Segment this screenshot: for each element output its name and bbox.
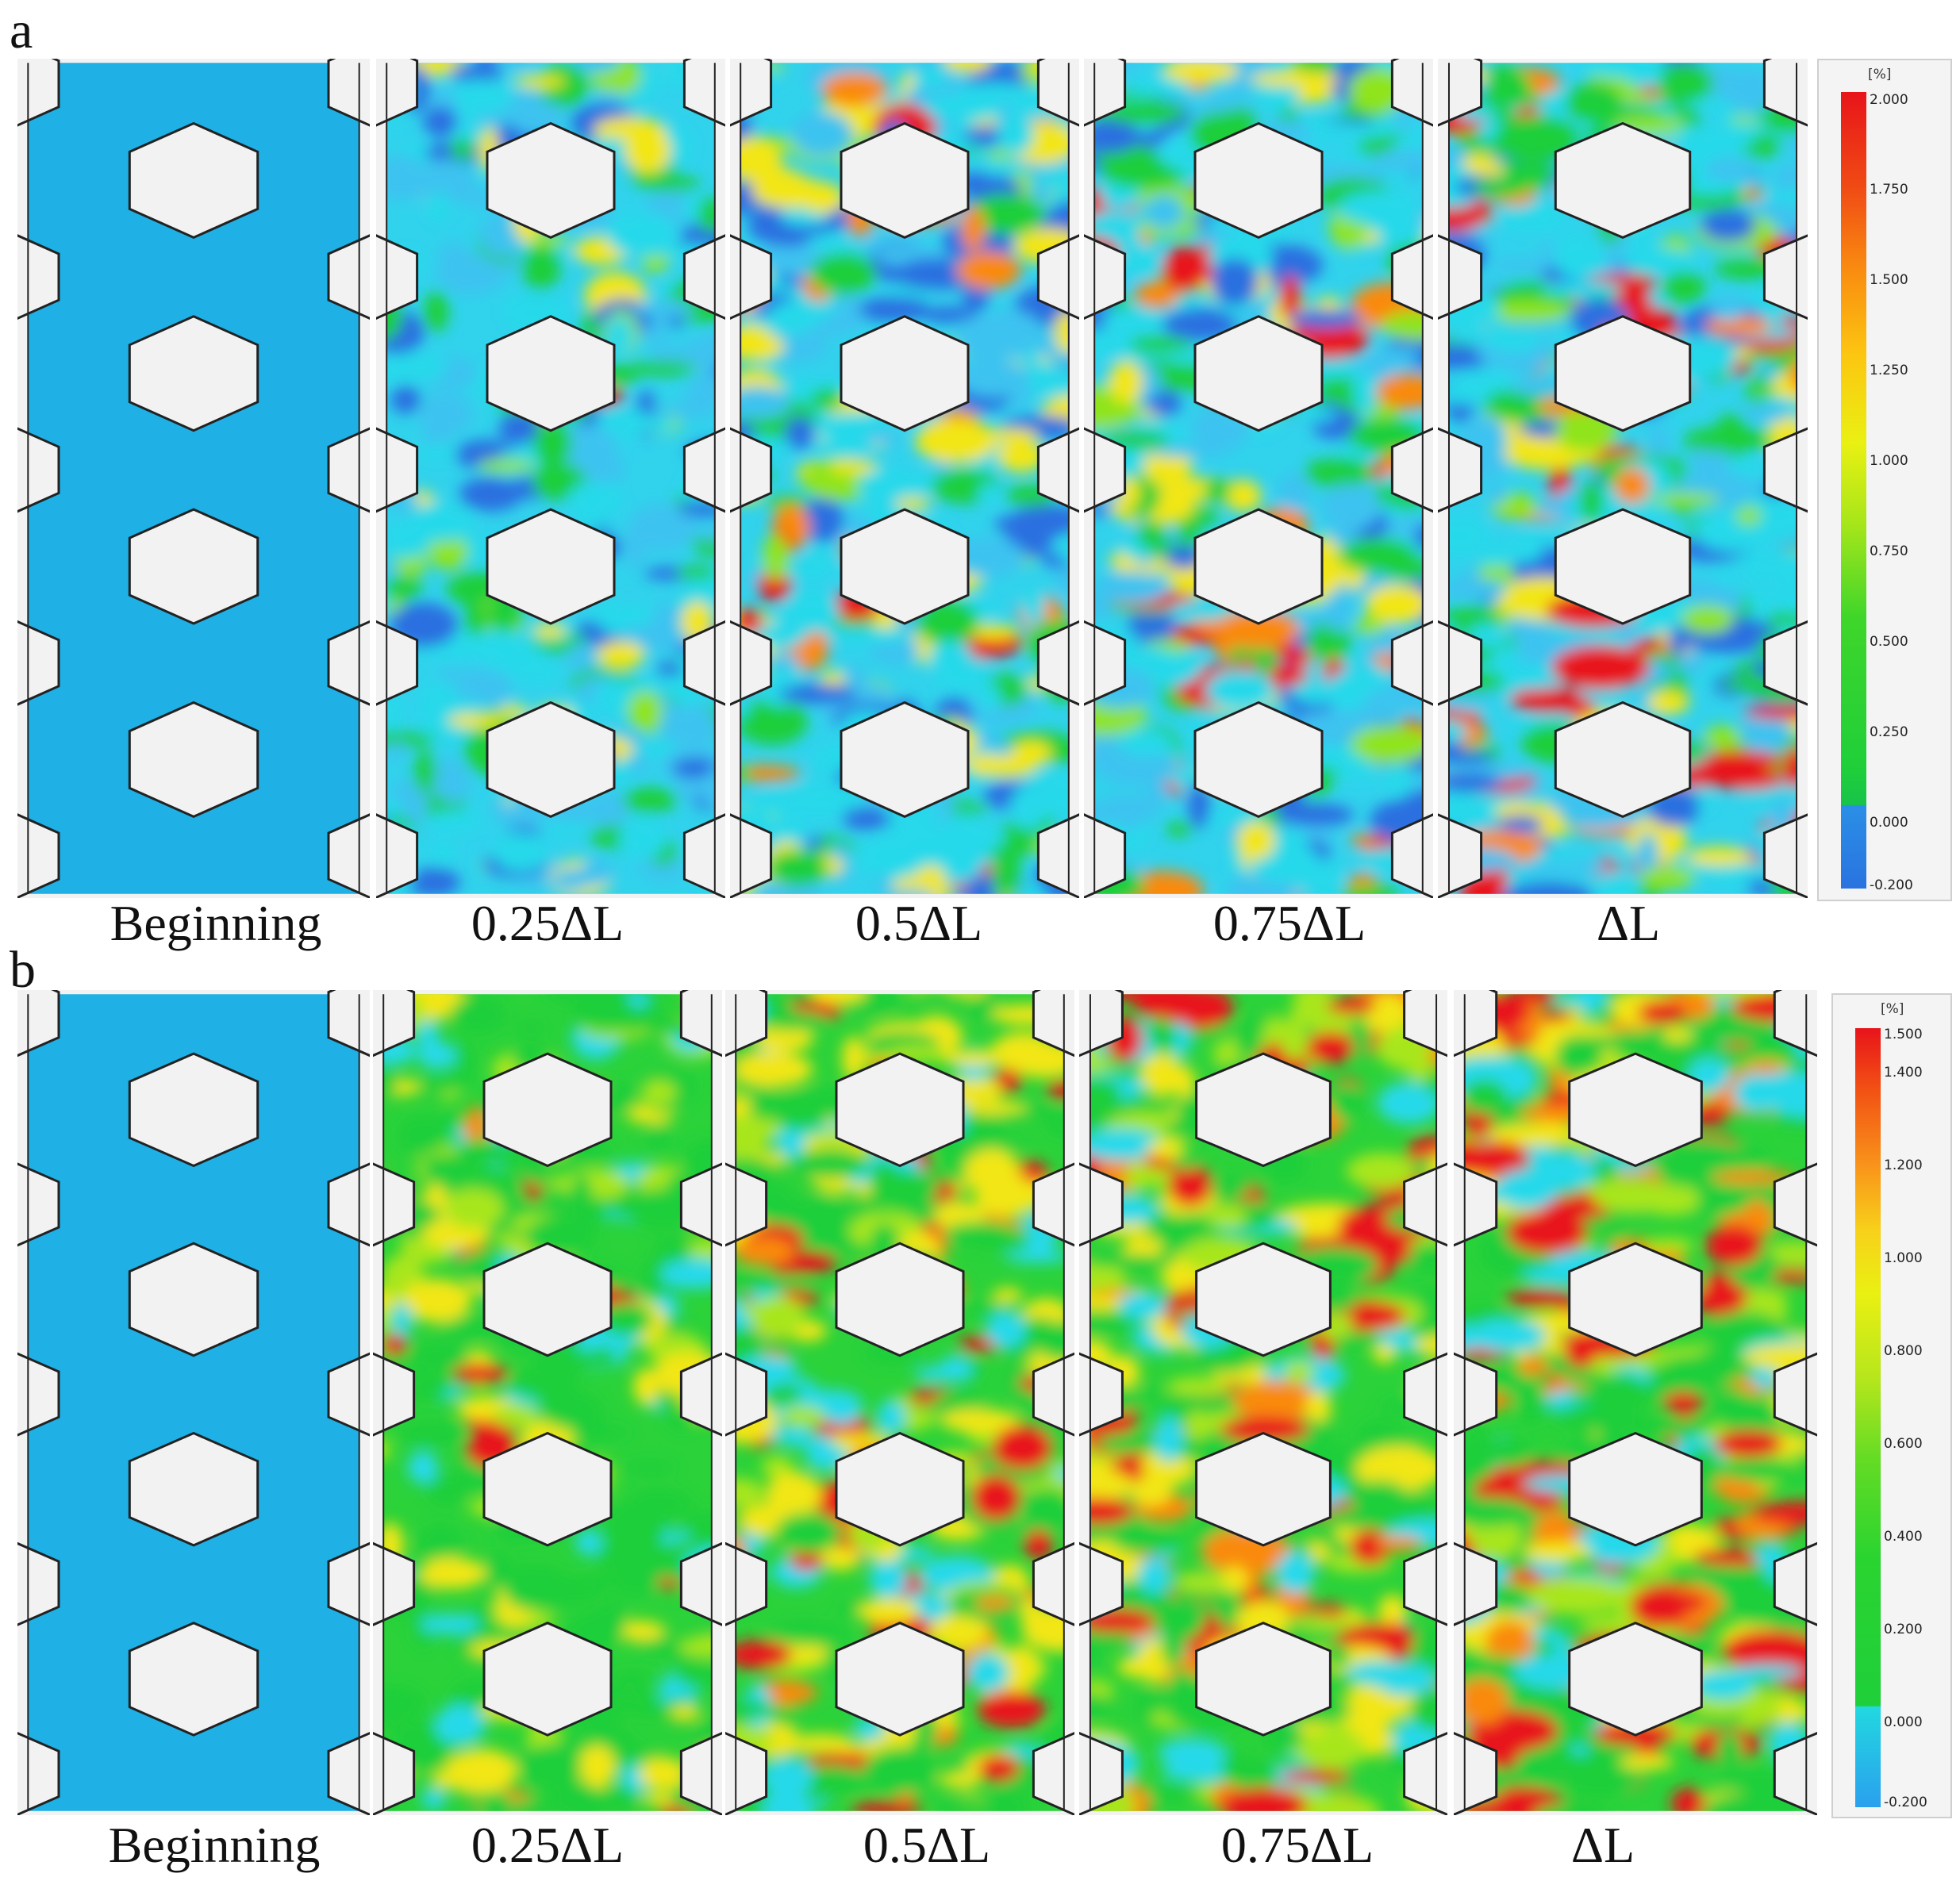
hexagonal-hole [1568, 1622, 1703, 1737]
hexagonal-hole [482, 1431, 613, 1547]
hexagonal-hole [128, 315, 259, 432]
hexagonal-hole [1554, 701, 1692, 819]
panel-b-frame-0.25dl [373, 990, 722, 1815]
specimen-strip [17, 990, 370, 1815]
specimen-strip [1454, 990, 1817, 1815]
hexagonal-hole [1568, 1052, 1703, 1168]
hexagonal-hole [128, 121, 259, 240]
panel-a-tick-0: 2.000 [1870, 92, 1908, 108]
panel-a-tick-6: 0.500 [1870, 634, 1908, 650]
hexagonal-hole [1195, 1431, 1332, 1547]
hexagonal-hole [1568, 1242, 1703, 1357]
panel-a-frame-0.5dl [730, 59, 1079, 898]
panel-b-caption-0.25dl: 0.25ΔL [471, 1817, 625, 1873]
panel-a-frame-0.25dl [376, 59, 725, 898]
panel-a-colorbar-gradient [1841, 92, 1866, 889]
panel-a-caption-0.25dl: 0.25ΔL [471, 895, 625, 951]
panel-a-tick-9: -0.200 [1870, 877, 1913, 893]
hexagonal-hole [840, 315, 970, 432]
specimen-strip [17, 59, 370, 898]
panel-a-tick-1: 1.750 [1870, 182, 1908, 198]
panel-a-frame-dl [1438, 59, 1808, 898]
specimen-strip [373, 990, 722, 1815]
panel-a-caption-beginning: Beginning [110, 895, 322, 951]
panel-b-tick-9: -0.200 [1884, 1795, 1927, 1810]
panel-b-tick-8: 0.000 [1884, 1714, 1923, 1730]
panel-b-colorbar: [%] 1.500 1.400 1.200 1.000 0.800 0.600 … [1831, 993, 1952, 1818]
panel-a-tick-8: 0.000 [1870, 815, 1908, 831]
hexagonal-hole [1193, 508, 1324, 625]
panel-b-tick-2: 1.200 [1884, 1157, 1923, 1173]
panel-a-tick-2: 1.500 [1870, 272, 1908, 288]
hexagonal-hole [840, 508, 970, 625]
panel-a-colorbar: [%] 2.000 1.750 1.500 1.250 1.000 0.750 … [1817, 59, 1952, 901]
hexagonal-hole [482, 1242, 613, 1357]
panel-a-caption-0.75dl: 0.75ΔL [1213, 895, 1366, 951]
panel-a-caption-0.5dl: 0.5ΔL [855, 895, 983, 951]
hexagonal-hole [128, 1242, 259, 1357]
panel-b-caption-0.5dl: 0.5ΔL [863, 1817, 991, 1873]
specimen-strip [376, 59, 725, 898]
hexagonal-hole [1193, 701, 1324, 819]
panel-b-tick-6: 0.400 [1884, 1529, 1923, 1545]
hexagonal-hole [1193, 121, 1324, 240]
hexagonal-hole [128, 508, 259, 625]
panel-a-frame-beginning [17, 59, 370, 898]
specimen-strip [1079, 990, 1447, 1815]
panel-a-frame-0.75dl [1084, 59, 1433, 898]
panel-a-tick-4: 1.000 [1870, 453, 1908, 469]
hexagonal-hole [835, 1431, 965, 1547]
panel-b-colorbar-unit: [%] [1881, 1001, 1904, 1017]
hexagonal-hole [835, 1622, 965, 1737]
panel-b-caption-beginning: Beginning [108, 1817, 321, 1873]
panel-b-tick-7: 0.200 [1884, 1622, 1923, 1637]
panel-b-tick-5: 0.600 [1884, 1436, 1923, 1452]
panel-a-tick-5: 0.750 [1870, 543, 1908, 559]
hexagonal-hole [128, 701, 259, 819]
hexagonal-hole [840, 701, 970, 819]
hexagonal-hole [840, 121, 970, 240]
specimen-strip [1084, 59, 1433, 898]
panel-b-frame-0.5dl [725, 990, 1074, 1815]
hexagonal-hole [482, 1052, 613, 1168]
panel-a-caption-dl: ΔL [1596, 895, 1661, 951]
specimen-strip [725, 990, 1074, 1815]
hexagonal-hole [835, 1052, 965, 1168]
hexagonal-hole [128, 1431, 259, 1547]
hexagonal-hole [1554, 315, 1692, 432]
panel-b-frame-dl [1454, 990, 1817, 1815]
hexagonal-hole [1554, 508, 1692, 625]
hexagonal-hole [1193, 315, 1324, 432]
hexagonal-hole [486, 508, 616, 625]
hexagonal-hole [486, 701, 616, 819]
panel-b-tick-3: 1.000 [1884, 1250, 1923, 1266]
panel-a-letter: a [10, 2, 33, 60]
panel-b-colorbar-gradient [1855, 1028, 1881, 1807]
hexagonal-hole [835, 1242, 965, 1357]
panel-a-colorbar-unit: [%] [1868, 67, 1892, 83]
hexagonal-hole [482, 1622, 613, 1737]
panel-b-frame-beginning [17, 990, 370, 1815]
hexagonal-hole [128, 1052, 259, 1168]
hexagonal-hole [1195, 1242, 1332, 1357]
panel-b-tick-0: 1.500 [1884, 1027, 1923, 1042]
hexagonal-hole [1195, 1622, 1332, 1737]
specimen-strip [1438, 59, 1808, 898]
panel-b-frame-0.75dl [1079, 990, 1447, 1815]
panel-b-caption-dl: ΔL [1570, 1817, 1635, 1873]
hexagonal-hole [486, 315, 616, 432]
hexagonal-hole [1195, 1052, 1332, 1168]
hexagonal-hole [1568, 1431, 1703, 1547]
specimen-strip [730, 59, 1079, 898]
hexagonal-hole [486, 121, 616, 240]
hexagonal-hole [128, 1622, 259, 1737]
panel-b-tick-4: 0.800 [1884, 1343, 1923, 1359]
panel-b-tick-1: 1.400 [1884, 1065, 1923, 1081]
panel-b-caption-0.75dl: 0.75ΔL [1220, 1817, 1374, 1873]
panel-a-tick-3: 1.250 [1870, 363, 1908, 378]
panel-b-letter: b [10, 941, 36, 999]
panel-a-tick-7: 0.250 [1870, 724, 1908, 740]
hexagonal-hole [1554, 121, 1692, 240]
